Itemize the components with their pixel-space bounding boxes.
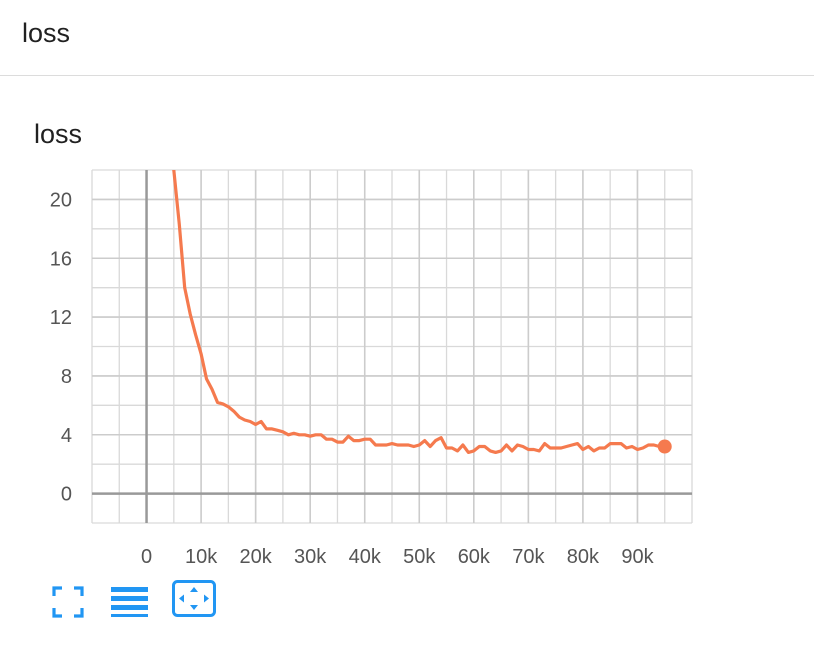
chart-grid xyxy=(91,169,693,524)
fit-domain-button[interactable] xyxy=(172,580,216,624)
chart-card-title: loss xyxy=(34,119,83,149)
header-bar: loss xyxy=(0,0,814,76)
x-tick-label: 70k xyxy=(512,546,545,568)
x-tick-label: 30k xyxy=(294,546,327,568)
x-tick-label: 90k xyxy=(621,546,654,568)
loss-series-line xyxy=(172,170,667,454)
y-tick-label: 12 xyxy=(50,307,72,329)
y-tick-label: 4 xyxy=(61,425,72,447)
x-tick-label: 0 xyxy=(141,546,152,568)
fullscreen-icon xyxy=(52,586,84,618)
series-layer xyxy=(172,170,672,454)
x-tick-label: 60k xyxy=(458,546,491,568)
y-tick-label: 20 xyxy=(50,189,72,211)
fullscreen-button[interactable] xyxy=(46,580,90,624)
data-table-button[interactable] xyxy=(106,580,150,624)
header-title: loss xyxy=(22,18,71,48)
x-tick-labels: 0 10k 20k 30k 40k 50k 60k 70k 80k 90k xyxy=(141,546,655,568)
x-tick-label: 20k xyxy=(240,546,273,568)
y-tick-label: 0 xyxy=(61,484,72,506)
fit-domain-icon xyxy=(172,580,216,617)
x-tick-label: 10k xyxy=(185,546,218,568)
x-tick-label: 80k xyxy=(567,546,600,568)
x-tick-label: 40k xyxy=(349,546,382,568)
y-tick-labels: 0 4 8 12 16 20 xyxy=(50,189,72,505)
x-tick-label: 50k xyxy=(403,546,436,568)
data-table-icon xyxy=(111,587,148,617)
last-point-marker xyxy=(657,439,672,454)
y-tick-label: 16 xyxy=(50,248,72,270)
loss-chart: 0 4 8 12 16 20 0 10k 20k 30k 40k 50k 60k 70k 80k 90k xyxy=(50,169,693,568)
y-tick-label: 8 xyxy=(61,366,72,388)
chart-axes xyxy=(92,170,692,523)
